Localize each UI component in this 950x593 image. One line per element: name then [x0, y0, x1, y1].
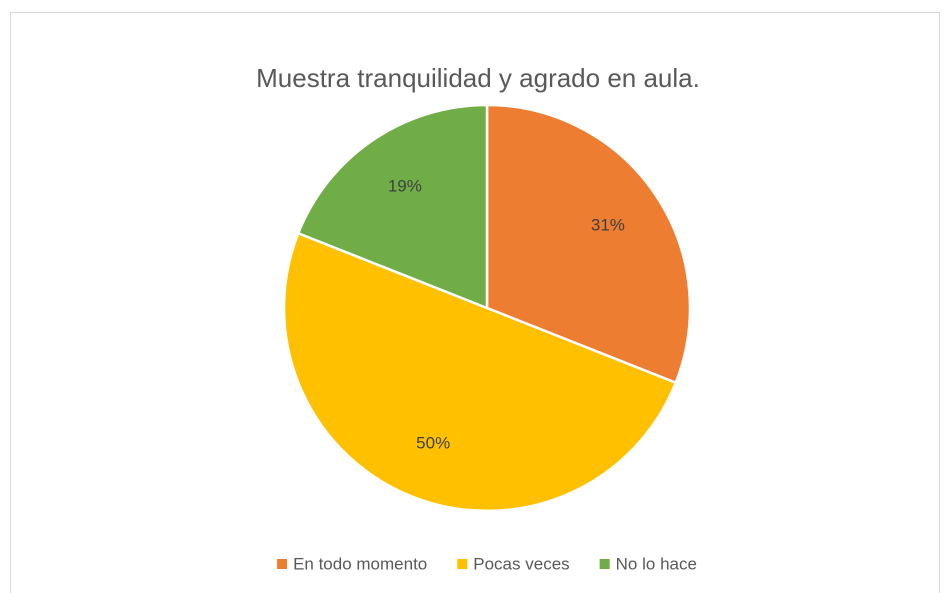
- legend-label: No lo hace: [616, 554, 697, 573]
- data-label: 19%: [388, 177, 422, 196]
- pie-slice: [296, 103, 489, 310]
- legend-swatch: [599, 559, 610, 569]
- legend-label: Pocas veces: [473, 554, 569, 573]
- data-label: 50%: [416, 433, 450, 452]
- pie-slice: [282, 231, 678, 513]
- data-label: 31%: [591, 215, 625, 234]
- legend-label: En todo momento: [293, 554, 427, 573]
- pie-slice: [485, 103, 692, 385]
- chart-title: Muestra tranquilidad y agrado en aula.: [256, 63, 700, 93]
- legend-swatch: [277, 559, 288, 569]
- legend-swatch: [457, 559, 468, 569]
